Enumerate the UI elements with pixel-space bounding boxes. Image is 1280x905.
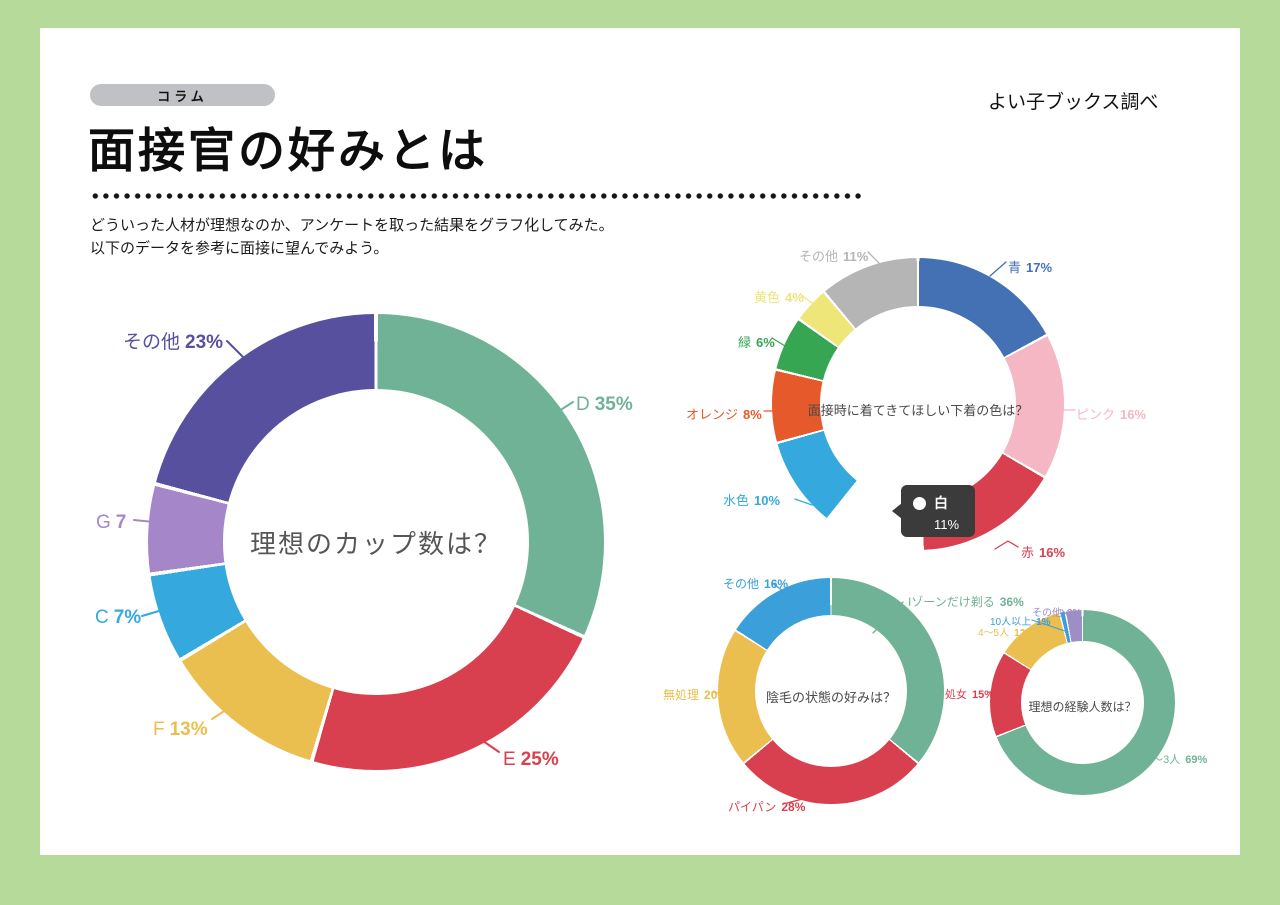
partner-slice-label-4-5nin: 4〜5人 12% (978, 628, 1035, 639)
survey-credit: よい子ブックス調べ (988, 92, 1159, 113)
donut-hole (755, 615, 907, 767)
pubic-slice-label-izone: Iゾーンだけ剃る 36% (908, 595, 1024, 609)
page-title: 面接官の好みとは (88, 124, 488, 177)
white-swatch-icon (913, 496, 926, 510)
pubic-slice-label-sonota: その他 16% (723, 577, 789, 591)
column-badge: コラム (90, 84, 275, 106)
donut-chart-partner-count: 理想の経験人数は？ (990, 610, 1175, 795)
title-underline (90, 192, 862, 200)
cup-slice-label-f: F 13% (153, 719, 208, 740)
donut-hole (820, 306, 1016, 502)
underwear-slice-label-aka: 赤 16% (1021, 545, 1066, 560)
underwear-slice-label-pink: ピンク 16% (1076, 407, 1147, 422)
cup-slice-label-sonota: その他 23% (123, 332, 224, 353)
underwear-slice-label-sonota: その他 11% (799, 249, 869, 264)
partner-slice-label-shojo: 処女 15% (945, 689, 995, 701)
underwear-slice-label-mizuiro: 水色 10% (723, 493, 781, 508)
tooltip-label: 白 (934, 495, 948, 511)
cup-slice-label-d: D 35% (576, 394, 633, 415)
description: どういった人材が理想なのか、アンケートを取った結果をグラフ化してみた。 以下のデ… (90, 214, 614, 260)
underwear-slice-label-midori: 緑 6% (738, 335, 775, 350)
donut-hole (1020, 640, 1145, 765)
donut-chart-cup-size: 理想のカップ数は？ (148, 314, 604, 770)
pubic-slice-label-mushori: 無処理 20% (663, 688, 729, 702)
partner-slice-label-10nin-ijo: 10人以上 1% (990, 617, 1051, 628)
tooltip-white-slice: 白 11% (892, 485, 975, 537)
underwear-slice-label-orange: オレンジ 8% (686, 407, 762, 422)
cup-slice-label-e: E 25% (503, 749, 559, 770)
underwear-slice-label-ao: 青 17% (1008, 260, 1053, 275)
underwear-slice-label-kiiro: 黄色 4% (754, 290, 804, 305)
partner-slice-label-1-3nin: 1〜3人 69% (1146, 754, 1208, 766)
description-line-2: 以下のデータを参考に面接に望んでみよう。 (90, 240, 389, 257)
page-sheet: コラム よい子ブックス調べ 面接官の好みとは どういった人材が理想なのか、アンケ… (40, 28, 1240, 855)
description-line-1: どういった人材が理想なのか、アンケートを取った結果をグラフ化してみた。 (90, 217, 614, 234)
donut-hole (223, 389, 529, 695)
column-badge-label: コラム (157, 88, 208, 104)
tooltip-value: 11% (934, 517, 960, 532)
pubic-slice-label-paipan: パイパン 28% (728, 800, 806, 814)
donut-chart-pubic-hair: 陰毛の状態の好みは？ (718, 578, 944, 804)
cup-slice-label-c: C 7% (95, 607, 142, 628)
tooltip-arrow (892, 503, 902, 519)
partner-slice-label-sonota: その他 3% (1032, 608, 1082, 619)
